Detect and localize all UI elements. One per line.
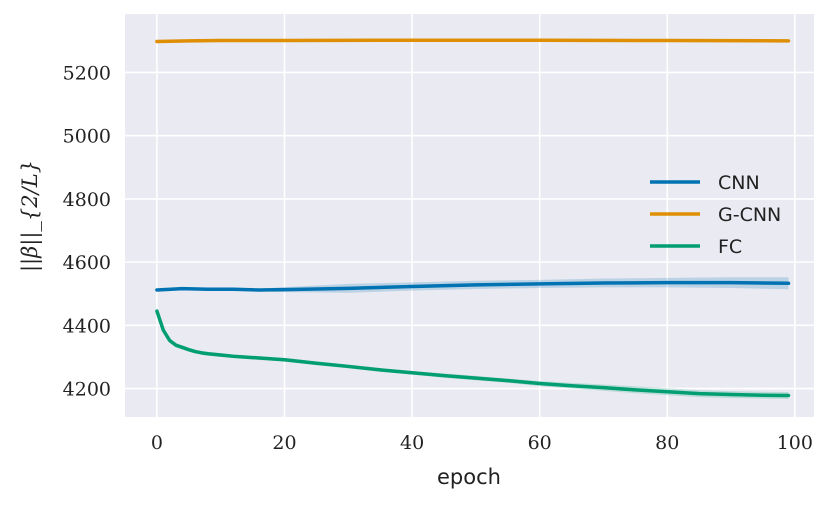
x-tick-label: 80 <box>655 432 679 454</box>
y-axis-label: ||β||_{2/L} <box>18 160 43 272</box>
line-cnn <box>155 280 791 292</box>
legend-label-cnn: CNN <box>718 172 760 194</box>
y-tick-label: 4600 <box>63 252 111 274</box>
series-lines <box>155 38 791 398</box>
x-tick-labels: 0 20 40 60 80 100 <box>151 432 813 454</box>
x-tick-label: 0 <box>151 432 163 454</box>
line-fc <box>155 309 791 398</box>
y-tick-label: 4800 <box>63 189 111 211</box>
line-g-cnn <box>155 38 791 44</box>
y-axis-label-text: ||β||_{2/L} <box>18 160 43 272</box>
grid-lines <box>125 14 814 417</box>
y-tick-label: 4400 <box>63 315 111 337</box>
y-tick-label: 4200 <box>63 379 111 401</box>
x-tick-label: 40 <box>400 432 424 454</box>
y-tick-label: 5000 <box>63 126 111 148</box>
x-tick-label: 60 <box>528 432 552 454</box>
y-tick-label: 5200 <box>63 62 111 84</box>
x-tick-label: 100 <box>777 432 813 454</box>
x-tick-label: 20 <box>272 432 296 454</box>
legend: CNN G-CNN FC <box>650 172 781 258</box>
y-tick-labels: 4200 4400 4600 4800 5000 5200 <box>63 62 111 400</box>
legend-label-g-cnn: G-CNN <box>718 204 781 226</box>
legend-label-fc: FC <box>718 236 742 258</box>
x-axis-label: epoch <box>437 465 501 489</box>
